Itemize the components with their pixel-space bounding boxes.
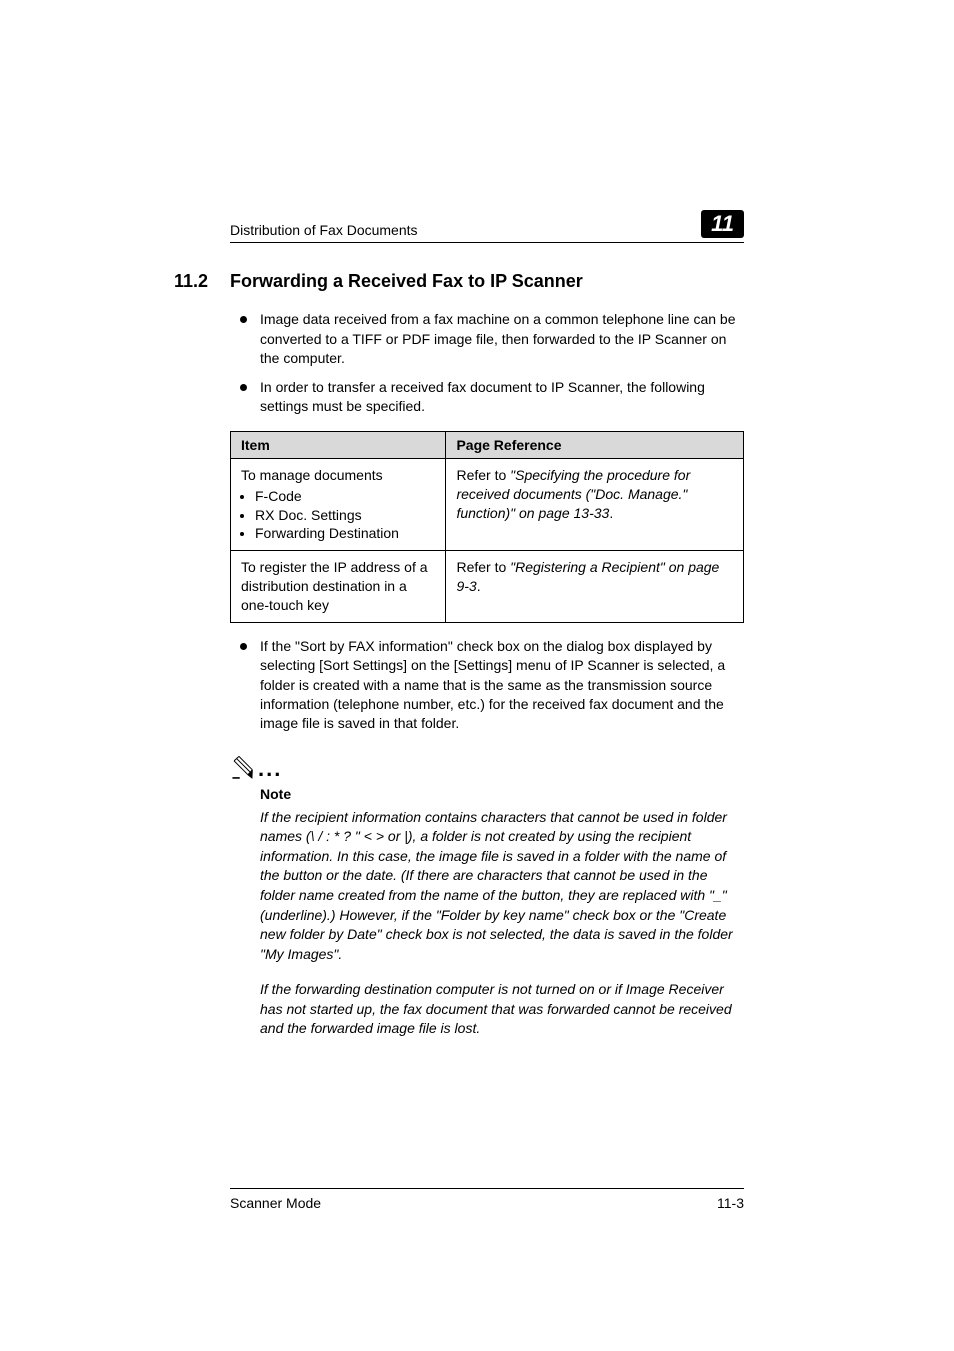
footer-right: 11-3 <box>717 1195 744 1211</box>
item-sublist: F-Code RX Doc. Settings Forwarding Desti… <box>241 487 435 544</box>
reference-table: Item Page Reference To manage documents … <box>230 431 744 623</box>
section-heading: 11.2 Forwarding a Received Fax to IP Sca… <box>230 271 744 292</box>
table-cell-item: To register the IP address of a distribu… <box>231 551 446 623</box>
note-paragraph: If the recipient information contains ch… <box>260 808 744 965</box>
note-dots-icon: ... <box>258 758 282 782</box>
ref-post: . <box>609 505 613 521</box>
section-number: 11.2 <box>174 271 230 292</box>
item-sub: F-Code <box>255 487 435 506</box>
page-footer: Scanner Mode 11-3 <box>230 1188 744 1211</box>
intro-bullet: In order to transfer a received fax docu… <box>230 378 744 417</box>
post-bullet: If the "Sort by FAX information" check b… <box>230 637 744 734</box>
item-lead: To manage documents <box>241 467 383 483</box>
note-paragraph: If the forwarding destination computer i… <box>260 980 744 1039</box>
ref-pre: Refer to <box>456 467 510 483</box>
item-sub: RX Doc. Settings <box>255 506 435 525</box>
note-label: Note <box>260 786 744 802</box>
item-sub: Forwarding Destination <box>255 524 435 543</box>
table-row: To register the IP address of a distribu… <box>231 551 744 623</box>
item-lead: To register the IP address of a distribu… <box>241 559 428 613</box>
section-title: Forwarding a Received Fax to IP Scanner <box>230 271 583 292</box>
ref-pre: Refer to <box>456 559 510 575</box>
table-cell-ref: Refer to "Registering a Recipient" on pa… <box>446 551 744 623</box>
intro-bullet: Image data received from a fax machine o… <box>230 310 744 368</box>
table-cell-ref: Refer to "Specifying the procedure for r… <box>446 458 744 551</box>
ref-post: . <box>477 578 481 594</box>
intro-bullet-list: Image data received from a fax machine o… <box>230 310 744 417</box>
table-header-item: Item <box>231 431 446 458</box>
pencil-icon <box>230 756 256 782</box>
note-block: ... Note If the recipient information co… <box>230 756 744 1040</box>
running-title: Distribution of Fax Documents <box>230 222 418 238</box>
footer-left: Scanner Mode <box>230 1195 321 1211</box>
chapter-badge: 11 <box>701 210 744 238</box>
table-header-ref: Page Reference <box>446 431 744 458</box>
table-cell-item: To manage documents F-Code RX Doc. Setti… <box>231 458 446 551</box>
table-row: To manage documents F-Code RX Doc. Setti… <box>231 458 744 551</box>
post-bullet-list: If the "Sort by FAX information" check b… <box>230 637 744 734</box>
running-header: Distribution of Fax Documents 11 <box>230 210 744 243</box>
note-icon-line: ... <box>230 756 744 782</box>
